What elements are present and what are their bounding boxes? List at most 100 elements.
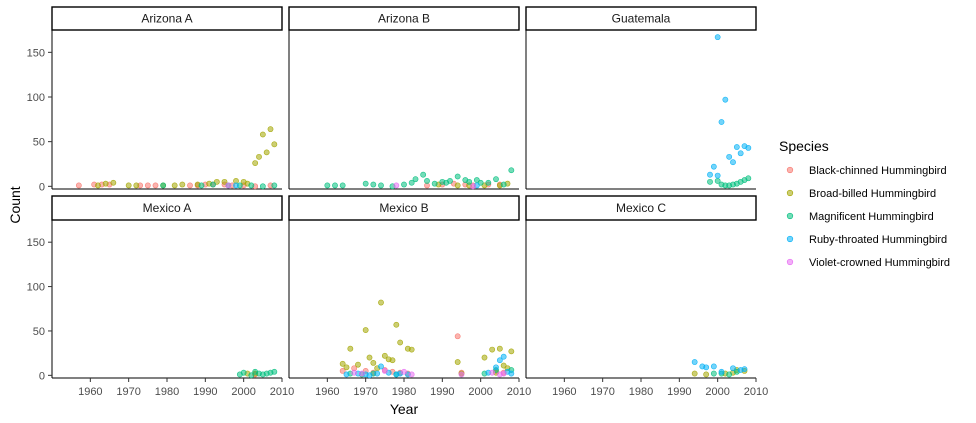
point-magnificent-hummingbird bbox=[485, 179, 492, 186]
point-ruby-throated-hummingbird bbox=[714, 172, 721, 179]
point-broad-billed-hummingbird bbox=[179, 181, 186, 188]
point-magnificent-hummingbird bbox=[431, 180, 438, 187]
legend-label: Black-chinned Hummingbird bbox=[809, 165, 947, 177]
legend-key bbox=[786, 235, 794, 243]
point-magnificent-hummingbird bbox=[420, 171, 427, 178]
strip-label-mexico-c: Mexico C bbox=[616, 201, 666, 215]
point-broad-billed-hummingbird bbox=[102, 180, 109, 187]
point-broad-billed-hummingbird bbox=[259, 131, 266, 138]
point-ruby-throated-hummingbird bbox=[710, 163, 717, 170]
legend-key bbox=[786, 189, 794, 197]
legend-items: Black-chinned Hummingbird Broad-billed Hu… bbox=[786, 165, 950, 269]
point-ruby-throated-hummingbird bbox=[500, 353, 507, 360]
point-ruby-throated-hummingbird bbox=[745, 145, 752, 151]
point-ruby-throated-hummingbird bbox=[343, 371, 350, 378]
point-broad-billed-hummingbird bbox=[221, 178, 228, 185]
point-ruby-throated-hummingbird bbox=[730, 159, 736, 166]
point-broad-billed-hummingbird bbox=[378, 299, 384, 306]
strip-mexico-c bbox=[525, 195, 757, 221]
strip-label-mexico-b: Mexico B bbox=[379, 201, 428, 215]
point-magnificent-hummingbird bbox=[378, 182, 384, 189]
point-magnificent-hummingbird bbox=[466, 178, 473, 185]
point-black-chinned-hummingbird bbox=[454, 333, 461, 340]
point-ruby-throated-hummingbird bbox=[718, 368, 725, 375]
point-ruby-throated-hummingbird bbox=[730, 365, 736, 372]
strip-label-arizona-a: Arizona A bbox=[141, 12, 192, 26]
point-broad-billed-hummingbird bbox=[389, 357, 396, 364]
point-black-chinned-hummingbird bbox=[152, 182, 159, 189]
point-magnificent-hummingbird bbox=[248, 372, 255, 379]
point-ruby-throated-hummingbird bbox=[726, 153, 733, 160]
y-tick-label: 50 bbox=[33, 326, 45, 338]
point-ruby-throated-hummingbird bbox=[733, 144, 740, 150]
x-tick-label: 2010 bbox=[270, 386, 294, 398]
point-broad-billed-hummingbird bbox=[454, 182, 461, 189]
x-tick-label: 1980 bbox=[629, 386, 653, 398]
point-magnificent-hummingbird bbox=[271, 182, 278, 189]
point-broad-billed-hummingbird bbox=[703, 371, 710, 378]
y-tick-label: 150 bbox=[27, 237, 45, 249]
x-tick-label: 1990 bbox=[430, 386, 454, 398]
strip-mexico-b bbox=[288, 195, 520, 221]
x-tick-label: 1970 bbox=[353, 386, 377, 398]
point-violet-crowned-hummingbird bbox=[393, 182, 400, 189]
point-broad-billed-hummingbird bbox=[347, 345, 354, 352]
legend-label: Broad-billed Hummingbird bbox=[809, 188, 936, 200]
point-broad-billed-hummingbird bbox=[267, 126, 274, 133]
point-ruby-throated-hummingbird bbox=[703, 364, 710, 371]
x-tick-label: 2010 bbox=[507, 386, 531, 398]
point-broad-billed-hummingbird bbox=[508, 348, 515, 355]
legend-item-magnificent-hummingbird: Magnificent Hummingbird bbox=[786, 211, 934, 223]
point-magnificent-hummingbird bbox=[259, 183, 266, 190]
point-broad-billed-hummingbird bbox=[481, 354, 488, 361]
point-magnificent-hummingbird bbox=[710, 370, 717, 377]
point-ruby-throated-hummingbird bbox=[718, 119, 725, 125]
x-tick-label: 2000 bbox=[231, 386, 255, 398]
point-ruby-throated-hummingbird bbox=[233, 182, 239, 189]
point-broad-billed-hummingbird bbox=[339, 360, 346, 367]
legend-key bbox=[786, 212, 794, 220]
point-broad-billed-hummingbird bbox=[271, 141, 278, 148]
point-magnificent-hummingbird bbox=[198, 182, 205, 189]
point-ruby-throated-hummingbird bbox=[707, 171, 713, 178]
strip-label-arizona-b: Arizona B bbox=[378, 12, 430, 26]
strip-guatemala bbox=[525, 6, 757, 31]
legend-title: Species bbox=[779, 138, 829, 154]
point-ruby-throated-hummingbird bbox=[741, 366, 748, 373]
point-magnificent-hummingbird bbox=[339, 182, 346, 189]
point-magnificent-hummingbird bbox=[447, 178, 453, 184]
panel-arizona-a: Arizona A 0 50 100 150 bbox=[27, 6, 283, 193]
point-magnificent-hummingbird bbox=[160, 182, 167, 189]
point-broad-billed-hummingbird bbox=[397, 339, 404, 346]
point-ruby-throated-hummingbird bbox=[722, 96, 729, 103]
point-magnificent-hummingbird bbox=[248, 182, 255, 189]
point-magnificent-hummingbird bbox=[412, 176, 419, 183]
point-broad-billed-hummingbird bbox=[408, 346, 415, 353]
point-broad-billed-hummingbird bbox=[454, 359, 461, 365]
y-tick-label: 100 bbox=[27, 92, 45, 104]
y-tick-label: 0 bbox=[39, 370, 45, 382]
point-broad-billed-hummingbird bbox=[393, 321, 400, 328]
x-tick-label: 1980 bbox=[392, 386, 416, 398]
point-magnificent-hummingbird bbox=[370, 181, 377, 188]
point-broad-billed-hummingbird bbox=[252, 160, 259, 166]
point-magnificent-hummingbird bbox=[726, 371, 733, 378]
point-ruby-throated-hummingbird bbox=[493, 364, 499, 371]
point-magnificent-hummingbird bbox=[401, 181, 407, 188]
x-tick-label: 1990 bbox=[193, 386, 217, 398]
x-tick-label: 1960 bbox=[315, 386, 339, 398]
y-tick-label: 50 bbox=[33, 137, 45, 149]
point-broad-billed-hummingbird bbox=[489, 346, 496, 353]
point-broad-billed-hummingbird bbox=[355, 361, 361, 368]
point-ruby-throated-hummingbird bbox=[508, 370, 515, 377]
x-tick-label: 1970 bbox=[116, 386, 140, 398]
strip-label-guatemala: Guatemala bbox=[612, 12, 671, 26]
point-violet-crowned-hummingbird bbox=[489, 369, 496, 376]
x-tick-label: 2010 bbox=[744, 386, 768, 398]
legend-key bbox=[786, 258, 794, 266]
point-magnificent-hummingbird bbox=[408, 179, 415, 186]
point-magnificent-hummingbird bbox=[508, 167, 515, 174]
point-violet-crowned-hummingbird bbox=[358, 370, 365, 377]
legend-key bbox=[786, 166, 794, 174]
